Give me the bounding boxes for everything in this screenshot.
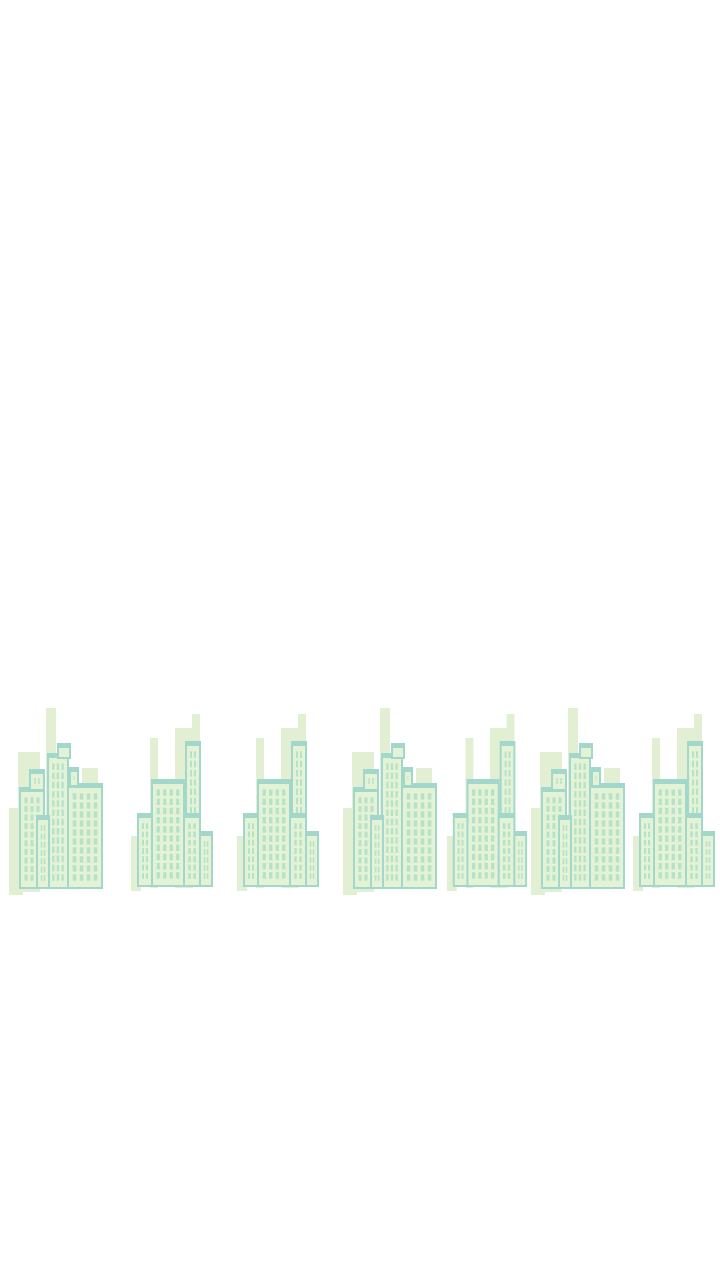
building-cluster-icon <box>444 700 530 895</box>
building-cluster-graphic <box>9 708 103 895</box>
foreground-buildings <box>243 741 319 887</box>
building <box>370 815 384 889</box>
building <box>685 813 703 887</box>
building-cluster-icon <box>234 700 322 895</box>
building <box>551 769 567 791</box>
building-cluster-graphic <box>237 714 319 891</box>
building <box>452 813 469 887</box>
building <box>589 783 625 889</box>
building <box>569 753 591 889</box>
building-cluster-icon <box>340 700 440 895</box>
foreground-buildings <box>353 743 437 889</box>
building <box>363 769 379 791</box>
building <box>199 831 213 887</box>
building <box>57 743 71 759</box>
building <box>403 767 413 787</box>
building-cluster-graphic <box>131 714 213 891</box>
building <box>466 779 500 887</box>
building <box>591 767 601 787</box>
building <box>151 779 185 887</box>
building <box>391 743 405 759</box>
foreground-buildings <box>541 743 625 889</box>
building <box>639 813 655 887</box>
building <box>305 831 319 887</box>
foreground-buildings <box>452 741 528 887</box>
building-cluster-graphic <box>446 714 528 891</box>
building <box>137 813 153 887</box>
building <box>29 769 45 791</box>
building <box>36 815 50 889</box>
building-cluster-icon <box>128 700 216 895</box>
building <box>289 813 307 887</box>
building <box>558 815 572 889</box>
building <box>579 743 593 759</box>
building-cluster-graphic <box>531 708 625 895</box>
building-cluster-icon <box>6 700 106 895</box>
building <box>183 813 201 887</box>
building-cluster-icon <box>630 700 718 895</box>
building <box>513 831 528 887</box>
building <box>401 783 437 889</box>
building-cluster-icon <box>528 700 628 895</box>
foreground-buildings <box>137 741 213 887</box>
building-cluster-graphic <box>343 708 437 895</box>
city-skyline-illustration <box>0 700 720 895</box>
foreground-buildings <box>639 741 715 887</box>
building <box>381 753 403 889</box>
building <box>69 767 79 787</box>
building <box>653 779 687 887</box>
building <box>47 753 69 889</box>
building-cluster-graphic <box>633 714 715 891</box>
building <box>257 779 291 887</box>
building <box>243 813 259 887</box>
foreground-buildings <box>19 743 103 889</box>
building <box>497 813 516 887</box>
building <box>701 831 715 887</box>
building <box>67 783 103 889</box>
